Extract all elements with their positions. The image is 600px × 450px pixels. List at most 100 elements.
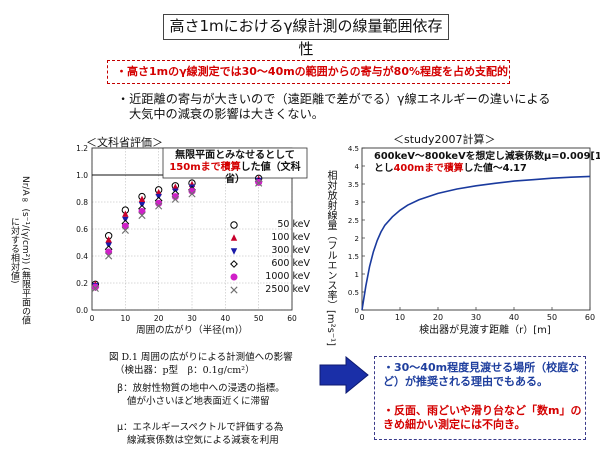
beta-note: β：放射性物質の地中への浸透の指標。 値が小さいほど地表面近くに滞留 bbox=[117, 382, 285, 408]
right-chart-header: ＜study2007計算＞ bbox=[393, 133, 496, 146]
left-annotation-rest: した値（文科省） bbox=[225, 162, 301, 185]
left-data-point bbox=[105, 236, 112, 243]
left-data-point bbox=[105, 248, 113, 256]
left-y-tick-label: 1.2 bbox=[76, 144, 88, 153]
right-y-axis-label: 相対放射線量（フルエンス率）[m²s⁻¹] bbox=[325, 170, 336, 347]
right-arrow-icon bbox=[319, 356, 369, 394]
beta-line-1: β：放射性物質の地中への浸透の指標。 bbox=[117, 383, 285, 394]
legend-marker-shape bbox=[230, 272, 238, 281]
caption-line: 図 D.1 周囲の広がりによる計測値への影響 bbox=[109, 352, 293, 363]
figure-caption: 図 D.1 周囲の広がりによる計測値への影響 （検出器：p型 β：0.1g/cm… bbox=[109, 351, 293, 377]
left-chart-header: ＜文科省評価＞ bbox=[86, 136, 163, 149]
left-x-tick-label: 10 bbox=[121, 314, 131, 323]
legend-label: 2500 keV bbox=[265, 284, 310, 295]
right-series-line bbox=[361, 175, 591, 311]
right-x-axis-label: 検出器が見渡す距離（r）[m] bbox=[419, 325, 551, 336]
legend-label: 50 keV bbox=[277, 219, 310, 230]
left-y-tick-label: 1.0 bbox=[76, 171, 88, 180]
left-data-point bbox=[138, 211, 146, 220]
right-annotation-pre: とし bbox=[374, 163, 394, 174]
left-annotation-red: 150mまで積算 bbox=[169, 162, 241, 173]
left-x-tick-label: 20 bbox=[154, 314, 164, 323]
left-data-point bbox=[121, 226, 129, 234]
left-data-point bbox=[255, 179, 263, 187]
right-x-tick-label: 30 bbox=[471, 313, 481, 322]
right-chart-annotation: 600keV～800keVを想定し減衰係数μ=0.009[1/m] とし400m… bbox=[374, 151, 600, 175]
left-chart-annotation: 無限平面とみなせるとして 150mまで積算した値（文科省） bbox=[163, 150, 307, 186]
legend-marker-shape bbox=[230, 233, 238, 241]
left-annotation-line2: 150mまで積算した値（文科省） bbox=[163, 162, 307, 186]
left-y-tick-label: 0.0 bbox=[76, 306, 88, 315]
left-data-point bbox=[155, 202, 163, 210]
right-annotation-red: 400mまで積算 bbox=[393, 163, 464, 174]
legend-marker-shape bbox=[230, 259, 238, 268]
left-annotation-box bbox=[162, 147, 308, 179]
left-data-point bbox=[172, 183, 179, 190]
legend-marker bbox=[228, 258, 240, 270]
conclusion-2: ・反面、雨どいや滑り台など「数m」のきめ細かい測定には不向き。 bbox=[383, 404, 582, 431]
right-x-tick-label: 0 bbox=[359, 313, 364, 322]
left-y-tick-label: 0.8 bbox=[76, 198, 88, 207]
right-y-tick-label: 2 bbox=[355, 235, 359, 243]
right-y-tick-label: 0 bbox=[355, 307, 359, 315]
slide-title: 高さ1mにおけるγ線計測の線量範囲依存性 bbox=[163, 14, 449, 58]
legend-marker bbox=[228, 245, 240, 257]
highlight-bullet: ・高さ1mのγ線測定では30～40mの範囲からの寄与が80%程度を占め支配的 bbox=[107, 60, 510, 84]
left-x-tick-label: 60 bbox=[287, 314, 297, 323]
left-data-point bbox=[188, 190, 196, 198]
right-y-tick-label: 0.5 bbox=[348, 289, 359, 297]
left-x-axis-label: 周囲の広がり（半径(m)） bbox=[136, 325, 248, 336]
legend-label: 300 keV bbox=[271, 245, 310, 256]
left-x-tick-label: 40 bbox=[221, 314, 231, 323]
legend-marker-shape bbox=[230, 220, 238, 229]
legend-label: 600 keV bbox=[271, 258, 310, 269]
legend-entry: 2500 keV bbox=[228, 283, 318, 296]
left-data-point bbox=[138, 207, 146, 215]
note-line-2: 大気中の減衰の影響は大きくない。 bbox=[129, 107, 324, 121]
left-data-point bbox=[138, 195, 146, 202]
right-y-tick-label: 3.5 bbox=[348, 181, 359, 189]
right-x-tick-label: 10 bbox=[395, 313, 405, 322]
legend-entry: 600 keV bbox=[228, 257, 318, 270]
right-y-tick-label: 1 bbox=[355, 271, 359, 279]
right-y-tick-label: 1.5 bbox=[348, 253, 359, 261]
left-data-point bbox=[155, 188, 162, 196]
left-x-tick-label: 30 bbox=[187, 314, 197, 323]
legend-marker bbox=[228, 271, 240, 283]
right-y-tick-label: 2.5 bbox=[348, 217, 359, 225]
legend-marker-shape bbox=[230, 285, 238, 294]
legend-entry: 300 keV bbox=[228, 244, 318, 257]
left-data-point bbox=[105, 252, 113, 260]
left-data-point bbox=[171, 195, 179, 203]
left-data-point bbox=[91, 283, 99, 291]
right-annotation-rest: した値～4.17 bbox=[463, 163, 527, 174]
left-data-point bbox=[121, 222, 129, 230]
mu-note: μ：エネルギースペクトルで評価する為 線減衰係数は空気による減衰を利用 bbox=[117, 421, 283, 447]
left-y-tick-label: 0.4 bbox=[76, 252, 88, 261]
conclusion-1: ・30～40m程度見渡せる場所（校庭など）が推奨される理由でもある。 bbox=[383, 361, 580, 388]
legend-entry: 100 keV bbox=[228, 231, 318, 244]
mu-line-2: 線減衰係数は空気による減衰を利用 bbox=[127, 435, 279, 446]
right-y-tick-label: 3 bbox=[355, 199, 359, 207]
left-x-tick-label: 50 bbox=[254, 314, 264, 323]
note-text: ・近距離の寄与が大きいので（遠距離で差がでる）γ線エネルギーの違いによる 大気中… bbox=[117, 92, 551, 122]
left-annotation-line1: 無限平面とみなせるとして bbox=[175, 150, 295, 161]
beta-line-2: 値が小さいほど地表面近くに滞留 bbox=[127, 396, 270, 407]
left-data-point bbox=[122, 210, 129, 217]
legend-marker bbox=[228, 219, 240, 231]
right-annotation-line1: 600keV～800keVを想定し減衰係数μ=0.009[1/m] bbox=[374, 151, 600, 162]
right-x-tick-label: 60 bbox=[585, 313, 595, 322]
right-annotation-line2: とし400mまで積算した値～4.17 bbox=[374, 163, 589, 175]
left-y-axis-label: Nr/A∞ (s⁻¹/(γ/cm²)) (無限平面の値に対する相対値) bbox=[9, 175, 30, 325]
legend-label: 100 keV bbox=[271, 232, 310, 243]
note-line-1: ・近距離の寄与が大きいので（遠距離で差がでる）γ線エネルギーの違いによる bbox=[117, 92, 551, 106]
left-data-point bbox=[91, 284, 99, 292]
left-y-tick-label: 0.6 bbox=[76, 225, 88, 234]
right-x-tick-label: 50 bbox=[547, 313, 557, 322]
mu-line-1: μ：エネルギースペクトルで評価する為 bbox=[117, 422, 284, 433]
right-x-tick-label: 20 bbox=[433, 313, 443, 322]
conclusion-box: ・30～40m程度見渡せる場所（校庭など）が推奨される理由でもある。 ・反面、雨… bbox=[374, 356, 586, 440]
left-chart-legend: 50 keV 100 keV 300 keV 600 keV 1000 keV 2500 … bbox=[228, 218, 318, 296]
left-x-tick-label: 0 bbox=[90, 314, 95, 323]
